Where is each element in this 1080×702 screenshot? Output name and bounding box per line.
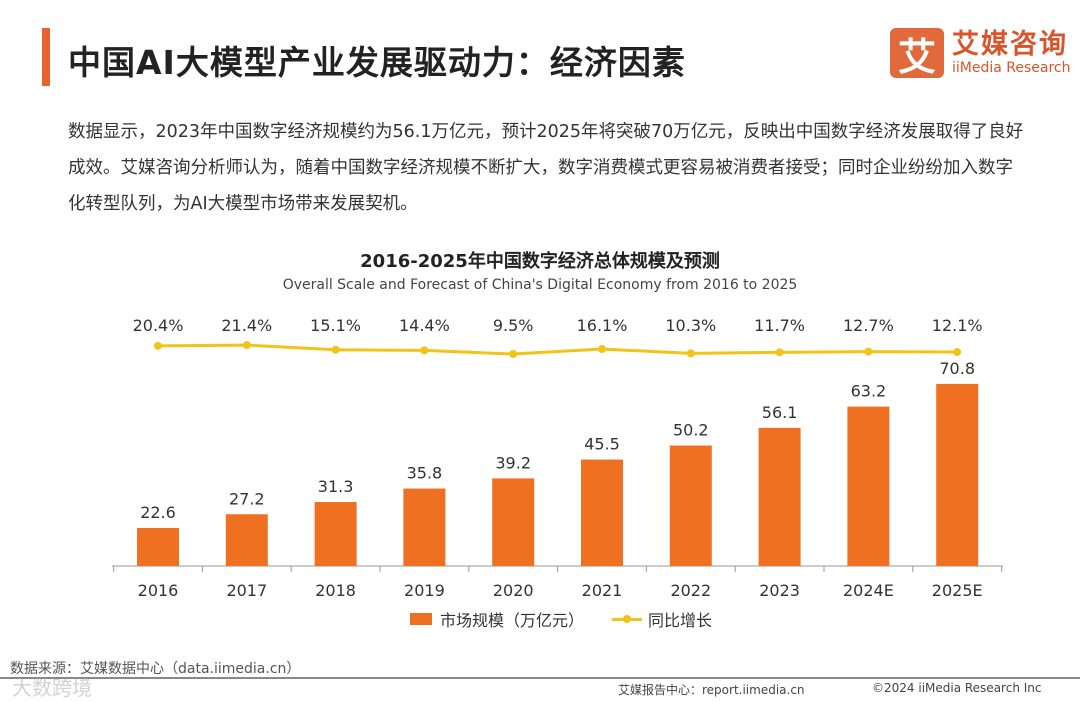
legend-line-swatch [612, 614, 643, 623]
x-tick-label: 2023 [759, 581, 800, 600]
growth-point [686, 349, 695, 358]
bar-2022 [669, 445, 712, 566]
x-tick-label: 2016 [138, 581, 179, 600]
bar-2024E [847, 406, 890, 566]
growth-point [598, 345, 606, 354]
x-tick-label: 2018 [315, 581, 356, 600]
bar-value-label: 70.8 [939, 359, 975, 378]
bar-2016 [137, 528, 179, 566]
growth-label: 10.3% [665, 316, 716, 335]
page-title: 中国AI大模型产业发展驱动力：经济因素 [68, 43, 686, 82]
chart-subtitle: Overall Scale and Forecast of China's Di… [282, 277, 798, 293]
bar-value-label: 63.2 [851, 382, 887, 401]
summary-paragraph: 数据显示，2023年中国数字经济规模约为56.1万亿元，预计2025年将突破70… [68, 122, 1024, 214]
bar-value-label: 50.2 [673, 421, 709, 440]
bar-value-label: 35.8 [407, 464, 443, 483]
growth-label: 15.1% [310, 316, 361, 335]
bar-2025E [936, 383, 979, 566]
brand-logo: 艾 艾媒咨询 iiMedia Research [890, 28, 1071, 79]
report-center-link[interactable]: 艾媒报告中心：report.iimedia.cn [618, 683, 805, 697]
growth-label: 21.4% [221, 316, 272, 335]
bar-2019 [403, 488, 446, 566]
growth-line [157, 343, 958, 356]
growth-label: 11.7% [754, 316, 805, 335]
legend-line-label: 同比增长 [648, 611, 713, 630]
x-tick-label: 2022 [670, 581, 711, 600]
growth-label: 12.7% [843, 316, 894, 335]
growth-label: 20.4% [133, 316, 184, 335]
data-source: 数据来源：艾媒数据中心（data.iimedia.cn） [10, 661, 301, 677]
legend-bar-label: 市场规模（万亿元） [440, 611, 585, 630]
growth-point [331, 345, 340, 354]
footer-divider [0, 677, 1080, 679]
growth-point [420, 346, 429, 355]
growth-label: 9.5% [493, 316, 534, 335]
growth-point [953, 348, 962, 357]
growth-label: 16.1% [577, 316, 628, 335]
growth-label: 14.4% [399, 316, 450, 335]
chart-legend: 市场规模（万亿元） 同比增长 [410, 607, 712, 631]
bar-value-label: 27.2 [229, 489, 265, 508]
growth-point [509, 350, 518, 358]
logo-cn: 艾媒咨询 [952, 29, 1068, 60]
x-tick-label: 2024E [843, 581, 894, 600]
copyright: ©2024 iiMedia Research Inc [872, 681, 1042, 695]
growth-point [775, 348, 784, 357]
growth-point [154, 341, 162, 350]
x-tick-label: 2020 [493, 581, 534, 600]
title-accent-bar [42, 28, 50, 86]
bar-value-label: 56.1 [762, 403, 798, 422]
chart-title: 2016-2025年中国数字经济总体规模及预测 [360, 251, 720, 272]
growth-label: 12.1% [932, 316, 983, 335]
bar-value-label: 31.3 [318, 477, 354, 496]
legend-bar-swatch [410, 613, 432, 625]
bar-2021 [581, 459, 623, 566]
growth-point [242, 341, 251, 350]
x-tick-label: 2017 [226, 581, 267, 600]
bar-2017 [225, 514, 268, 566]
bar-2023 [758, 427, 801, 566]
x-tick-label: 2025E [932, 581, 983, 600]
x-tick-label: 2021 [582, 581, 623, 600]
logo-mark: 艾 [890, 28, 944, 79]
x-tick-label: 2019 [404, 581, 445, 600]
bar-2018 [314, 502, 357, 566]
bar-value-label: 39.2 [495, 453, 531, 472]
growth-point [864, 347, 873, 356]
watermark: 大数跨境 [12, 676, 92, 700]
bar-value-label: 22.6 [140, 503, 176, 522]
bar-2020 [492, 478, 535, 566]
bar-value-label: 45.5 [584, 435, 620, 454]
logo-en: iiMedia Research [952, 60, 1071, 76]
